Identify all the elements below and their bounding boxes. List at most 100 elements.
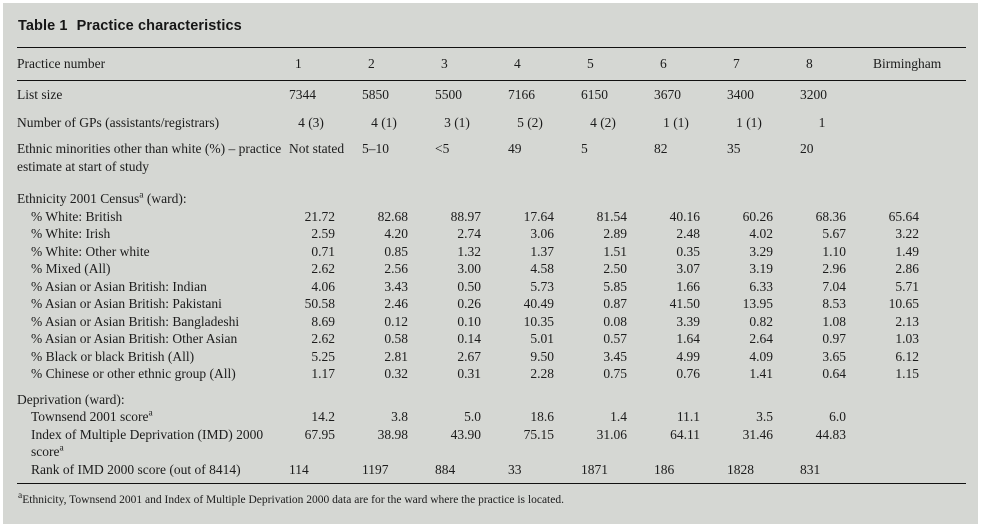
table-cell: 38.98 [362, 426, 435, 461]
cell-value: 0.85 [384, 243, 408, 259]
row-label-text: Number of GPs (assistants/registrars) [17, 114, 220, 130]
row-label: % Mixed (All) [17, 260, 289, 278]
table-cell: 2.86 [873, 260, 966, 278]
cell-value: 1.51 [603, 243, 627, 259]
table-cell: 9.50 [508, 348, 581, 366]
table-cell: 831 [800, 461, 873, 484]
row-label: Rank of IMD 2000 score (out of 8414) [17, 461, 289, 484]
table-cell: 2.62 [289, 260, 362, 278]
cell-value: 7.04 [822, 278, 846, 294]
table-cell: 4 (3) [289, 109, 362, 137]
table-cell: 44.83 [800, 426, 873, 461]
table-cell: 8.69 [289, 313, 362, 331]
table-cell: 17.64 [508, 208, 581, 226]
cell-value: 64.11 [670, 426, 700, 442]
cell-value: 0.08 [603, 313, 627, 329]
cell-value: 4.06 [311, 278, 335, 294]
table-cell: 4.58 [508, 260, 581, 278]
cell-value: 1.17 [311, 366, 335, 381]
table-cell: 3.43 [362, 278, 435, 296]
cell-value: 40.16 [669, 208, 700, 224]
cell-value: 5.67 [822, 226, 846, 241]
table-cell: 3.8 [362, 408, 435, 426]
table-cell: 3.07 [654, 260, 727, 278]
table-cell: 0.10 [435, 313, 508, 331]
table-cell: 1871 [581, 461, 654, 484]
cell-value: 1828 [727, 461, 754, 477]
cell-value: 5850 [362, 87, 389, 102]
cell-value: 60.26 [742, 208, 773, 224]
table-cell: 5.73 [508, 278, 581, 296]
table-cell: 5 (2) [508, 109, 581, 137]
cell-value: 1.03 [895, 331, 919, 346]
row-label-text: % Asian or Asian British: Bangladeshi [31, 313, 240, 329]
table-cell: 8.53 [800, 295, 873, 313]
table-cell: 2.62 [289, 330, 362, 348]
table-cell: 2.89 [581, 225, 654, 243]
table-cell: 20 [800, 136, 873, 182]
table-cell: 1197 [362, 461, 435, 484]
table-cell: 64.11 [654, 426, 727, 461]
cell-value: 1.08 [822, 313, 846, 329]
table-cell: 5850 [362, 81, 435, 109]
table-cell: 0.08 [581, 313, 654, 331]
section-row: Deprivation (ward): [17, 383, 966, 409]
row-label: % White: Irish [17, 225, 289, 243]
row-label: % Chinese or other ethnic group (All) [17, 365, 289, 383]
cell-value: 0.71 [311, 243, 335, 259]
table-row: % Chinese or other ethnic group (All) 1.1… [17, 365, 966, 383]
table-caption: Practice characteristics [76, 18, 242, 34]
table-cell: 40.49 [508, 295, 581, 313]
table-cell: 5.25 [289, 348, 362, 366]
table-cell: 1.10 [800, 243, 873, 261]
cell-value: Not stated [289, 141, 345, 156]
row-label-text: (ward): [143, 191, 187, 206]
cell-value: 21.72 [304, 208, 335, 224]
table-cell: 0.97 [800, 330, 873, 348]
table-cell: 1.15 [873, 365, 966, 383]
table-cell: 5.85 [581, 278, 654, 296]
table-cell: 3.65 [800, 348, 873, 366]
cell-value: 3 (1) [444, 114, 470, 130]
cell-value: 5–10 [362, 141, 389, 156]
cell-value: 1 (1) [663, 114, 689, 130]
table-cell: 2.50 [581, 260, 654, 278]
cell-value: 2.62 [311, 261, 335, 276]
table-cell: 68.36 [800, 208, 873, 226]
cell-value: 0.82 [749, 313, 773, 329]
table-cell: 75.15 [508, 426, 581, 461]
table-cell: 884 [435, 461, 508, 484]
table-cell: 11.1 [654, 408, 727, 426]
row-label: % Asian or Asian British: Bangladeshi [17, 313, 289, 331]
table-cell: 3.45 [581, 348, 654, 366]
table-cell: 6.12 [873, 348, 966, 366]
cell-value: 2.59 [311, 226, 335, 241]
cell-value: 5 [581, 141, 588, 156]
table-cell: 1 (1) [727, 109, 800, 137]
cell-value: 49 [508, 141, 522, 156]
row-label: Number of GPs (assistants/registrars) [17, 109, 289, 137]
cell-value: 0.64 [822, 366, 846, 381]
section-row: Ethnicity 2001 Censusa (ward): [17, 182, 966, 208]
cell-value: 75.15 [523, 426, 554, 442]
table-cell: 1.17 [289, 365, 362, 383]
cell-value: 5500 [435, 87, 462, 102]
row-label: % Asian or Asian British: Other Asian [17, 330, 289, 348]
cell-value: 884 [435, 461, 456, 477]
table-cell: 2.67 [435, 348, 508, 366]
table-cell: 82.68 [362, 208, 435, 226]
table-cell: 2.48 [654, 225, 727, 243]
row-label: % Asian or Asian British: Indian [17, 278, 289, 296]
column-header-7: 7 [733, 56, 740, 71]
cell-value: 17.64 [523, 208, 554, 224]
table-cell: 0.50 [435, 278, 508, 296]
cell-value: 1 [818, 114, 826, 130]
table-cell: 2.56 [362, 260, 435, 278]
column-header-6: 6 [660, 56, 667, 71]
cell-value: 2.96 [822, 261, 846, 276]
cell-value: 1 (1) [736, 114, 762, 130]
table-cell: 10.35 [508, 313, 581, 331]
cell-value: 13.95 [742, 296, 773, 311]
cell-value: 5.85 [603, 278, 627, 294]
table-cell: 0.35 [654, 243, 727, 261]
